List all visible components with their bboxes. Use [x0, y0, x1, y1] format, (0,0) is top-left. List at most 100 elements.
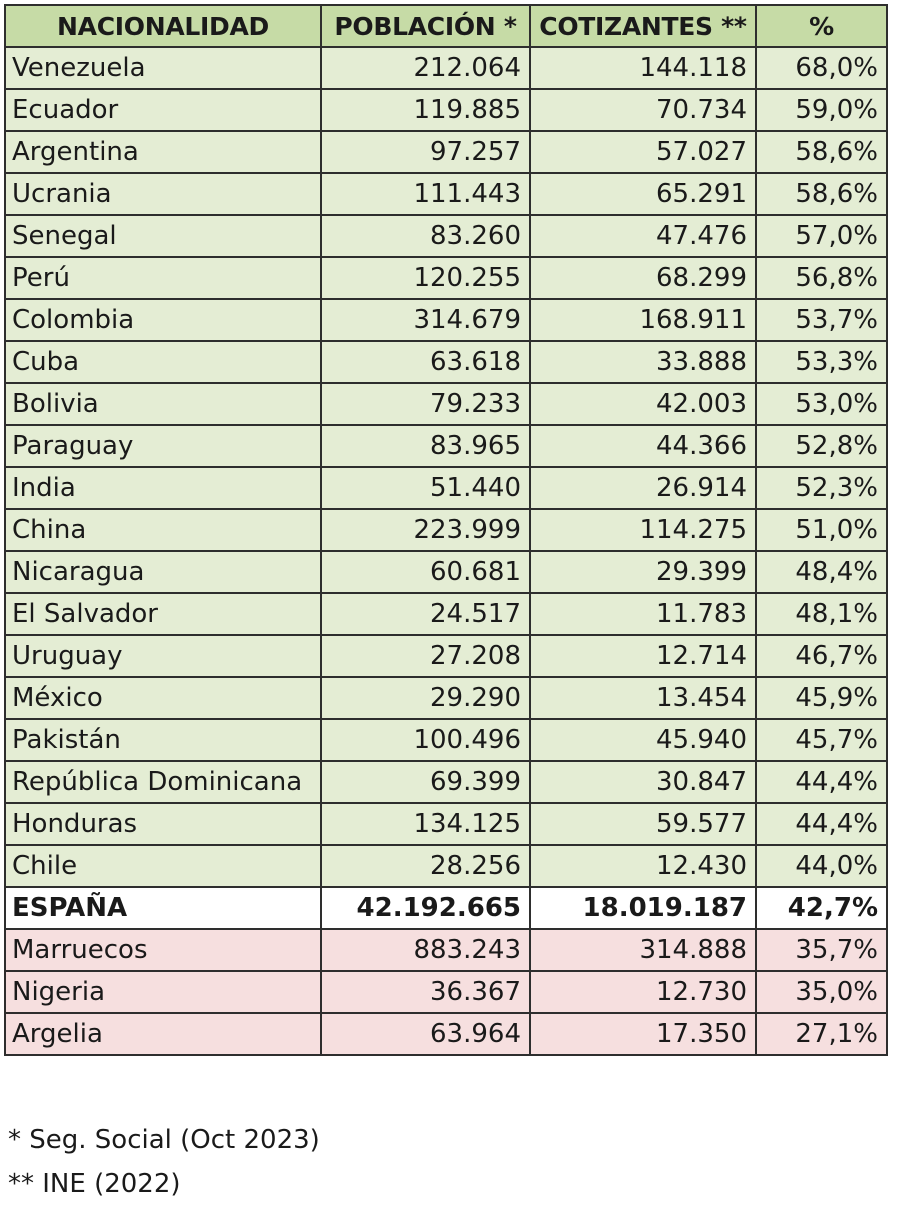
cell-poblacion: 883.243: [320, 928, 531, 972]
table-row: Colombia 314.679 168.911 53,7%: [4, 298, 888, 342]
cell-cotizantes: 70.734: [529, 88, 757, 132]
cell-cotizantes: 47.476: [529, 214, 757, 258]
cell-percent: 27,1%: [755, 1012, 888, 1056]
cell-percent: 57,0%: [755, 214, 888, 258]
cell-nacionalidad: República Dominicana: [4, 760, 322, 804]
cell-poblacion: 83.965: [320, 424, 531, 468]
cell-nacionalidad: Bolivia: [4, 382, 322, 426]
cell-poblacion: 314.679: [320, 298, 531, 342]
cell-percent: 58,6%: [755, 130, 888, 174]
header-nacionalidad: NACIONALIDAD: [4, 4, 322, 48]
table-row: Nigeria 36.367 12.730 35,0%: [4, 970, 888, 1014]
cell-nacionalidad: Argentina: [4, 130, 322, 174]
cell-percent: 45,9%: [755, 676, 888, 720]
table-row: China 223.999 114.275 51,0%: [4, 508, 888, 552]
cell-poblacion: 100.496: [320, 718, 531, 762]
cell-poblacion: 223.999: [320, 508, 531, 552]
cell-poblacion: 63.964: [320, 1012, 531, 1056]
cell-percent: 59,0%: [755, 88, 888, 132]
table-row: Senegal 83.260 47.476 57,0%: [4, 214, 888, 258]
table-row: Venezuela 212.064 144.118 68,0%: [4, 46, 888, 90]
header-percent: %: [755, 4, 888, 48]
table-row-reference: ESPAÑA 42.192.665 18.019.187 42,7%: [4, 886, 888, 930]
cell-cotizantes: 57.027: [529, 130, 757, 174]
table-header-row: NACIONALIDAD POBLACIÓN * COTIZANTES ** %: [4, 4, 888, 48]
table-row: India 51.440 26.914 52,3%: [4, 466, 888, 510]
cell-percent: 45,7%: [755, 718, 888, 762]
cell-nacionalidad: Cuba: [4, 340, 322, 384]
cell-cotizantes: 17.350: [529, 1012, 757, 1056]
cell-poblacion: 24.517: [320, 592, 531, 636]
cell-poblacion: 134.125: [320, 802, 531, 846]
table-row: Nicaragua 60.681 29.399 48,4%: [4, 550, 888, 594]
cell-cotizantes: 11.783: [529, 592, 757, 636]
footnotes: * Seg. Social (Oct 2023) ** INE (2022): [8, 1118, 320, 1206]
cell-percent: 56,8%: [755, 256, 888, 300]
cell-poblacion: 51.440: [320, 466, 531, 510]
cell-poblacion: 28.256: [320, 844, 531, 888]
cell-cotizantes: 65.291: [529, 172, 757, 216]
cell-nacionalidad: Senegal: [4, 214, 322, 258]
cell-percent: 44,0%: [755, 844, 888, 888]
cell-cotizantes: 30.847: [529, 760, 757, 804]
cell-cotizantes: 26.914: [529, 466, 757, 510]
header-poblacion: POBLACIÓN *: [320, 4, 531, 48]
cell-nacionalidad: Chile: [4, 844, 322, 888]
cell-poblacion: 120.255: [320, 256, 531, 300]
cell-poblacion: 42.192.665: [320, 886, 531, 930]
cell-cotizantes: 45.940: [529, 718, 757, 762]
footnote-seg-social: * Seg. Social (Oct 2023): [8, 1125, 320, 1155]
cell-cotizantes: 13.454: [529, 676, 757, 720]
cell-percent: 68,0%: [755, 46, 888, 90]
table-row: Uruguay 27.208 12.714 46,7%: [4, 634, 888, 678]
cell-cotizantes: 144.118: [529, 46, 757, 90]
cell-poblacion: 212.064: [320, 46, 531, 90]
table-body: Venezuela 212.064 144.118 68,0% Ecuador 119.8…: [4, 46, 888, 1056]
table-row: Marruecos 883.243 314.888 35,7%: [4, 928, 888, 972]
table-row: Bolivia 79.233 42.003 53,0%: [4, 382, 888, 426]
cell-percent: 44,4%: [755, 760, 888, 804]
cell-poblacion: 63.618: [320, 340, 531, 384]
cell-percent: 51,0%: [755, 508, 888, 552]
cell-nacionalidad: Pakistán: [4, 718, 322, 762]
cell-percent: 58,6%: [755, 172, 888, 216]
table-row: República Dominicana 69.399 30.847 44,4%: [4, 760, 888, 804]
cell-nacionalidad: Ecuador: [4, 88, 322, 132]
cell-percent: 35,0%: [755, 970, 888, 1014]
cell-nacionalidad: China: [4, 508, 322, 552]
table-row: Argentina 97.257 57.027 58,6%: [4, 130, 888, 174]
cell-cotizantes: 12.714: [529, 634, 757, 678]
cell-poblacion: 79.233: [320, 382, 531, 426]
cell-cotizantes: 59.577: [529, 802, 757, 846]
table-row: Paraguay 83.965 44.366 52,8%: [4, 424, 888, 468]
table-row: Chile 28.256 12.430 44,0%: [4, 844, 888, 888]
cell-percent: 53,3%: [755, 340, 888, 384]
table-row: Honduras 134.125 59.577 44,4%: [4, 802, 888, 846]
cell-nacionalidad: Colombia: [4, 298, 322, 342]
cell-poblacion: 69.399: [320, 760, 531, 804]
cell-nacionalidad: México: [4, 676, 322, 720]
cell-cotizantes: 168.911: [529, 298, 757, 342]
cell-nacionalidad: Nigeria: [4, 970, 322, 1014]
cell-cotizantes: 44.366: [529, 424, 757, 468]
cell-poblacion: 36.367: [320, 970, 531, 1014]
cell-percent: 46,7%: [755, 634, 888, 678]
table-row: Pakistán 100.496 45.940 45,7%: [4, 718, 888, 762]
cell-nacionalidad: Uruguay: [4, 634, 322, 678]
header-cotizantes: COTIZANTES **: [529, 4, 757, 48]
cell-cotizantes: 33.888: [529, 340, 757, 384]
table-row: México 29.290 13.454 45,9%: [4, 676, 888, 720]
table-row: Perú 120.255 68.299 56,8%: [4, 256, 888, 300]
data-table-container: NACIONALIDAD POBLACIÓN * COTIZANTES ** %…: [4, 4, 888, 1056]
cell-nacionalidad: Marruecos: [4, 928, 322, 972]
cell-percent: 52,8%: [755, 424, 888, 468]
cell-cotizantes: 12.730: [529, 970, 757, 1014]
cell-poblacion: 83.260: [320, 214, 531, 258]
cell-cotizantes: 42.003: [529, 382, 757, 426]
cell-cotizantes: 18.019.187: [529, 886, 757, 930]
cell-nacionalidad: Perú: [4, 256, 322, 300]
cell-cotizantes: 29.399: [529, 550, 757, 594]
cell-poblacion: 97.257: [320, 130, 531, 174]
footnote-ine: ** INE (2022): [8, 1169, 181, 1199]
cell-cotizantes: 114.275: [529, 508, 757, 552]
